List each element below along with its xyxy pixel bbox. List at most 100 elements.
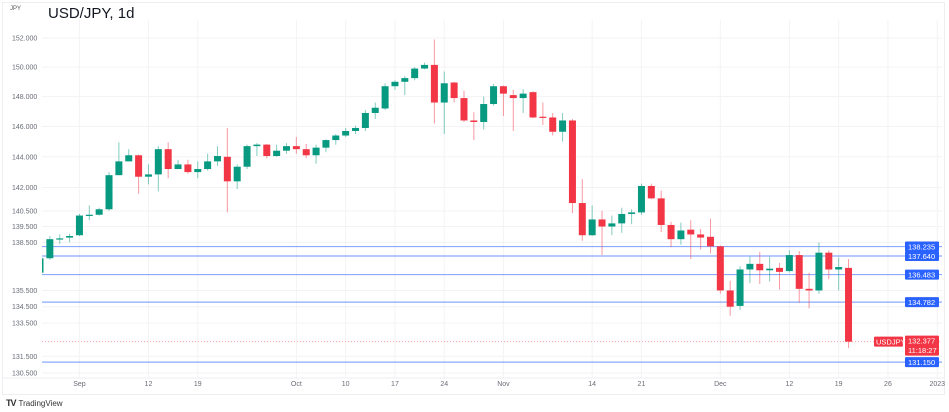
time-tick-label: 21 <box>638 381 646 388</box>
chart-frame <box>2 2 945 395</box>
candle-2022-11-11 <box>578 179 586 241</box>
candle-2022-09-26 <box>243 144 251 170</box>
candle-body <box>677 230 685 240</box>
candle-2022-11-02 <box>509 89 517 132</box>
candle-2022-11-14 <box>588 205 596 237</box>
candle-2022-10-03 <box>292 137 300 154</box>
candle-2022-08-26 <box>42 258 44 273</box>
candle-body <box>263 144 271 157</box>
candle-body <box>391 81 399 87</box>
bar-countdown: 11:18:27 <box>908 346 937 355</box>
candle-2022-10-14 <box>381 83 389 110</box>
price-tick-label: 150.000 <box>12 65 37 72</box>
candle-2022-11-30 <box>706 218 714 254</box>
price-tick-label: 152.000 <box>12 36 37 43</box>
candle-2022-10-04 <box>302 143 310 159</box>
time-tick-label: Nov <box>497 381 510 388</box>
tradingview-logo[interactable]: TV TradingView <box>6 398 63 408</box>
candle-2022-09-12 <box>144 164 152 185</box>
candle-body <box>539 116 547 118</box>
time-tick-label: 10 <box>342 381 350 388</box>
candle-body <box>815 252 823 291</box>
price-tick-label: 135.500 <box>12 288 37 295</box>
time-tick-label: 26 <box>884 381 892 388</box>
price-tick-label: 142.000 <box>12 185 37 192</box>
candle-body <box>766 268 774 271</box>
candle-body <box>75 215 83 236</box>
candle-body <box>618 213 626 224</box>
candle-body <box>706 236 714 247</box>
candle-2022-09-14 <box>164 142 172 179</box>
candle-2022-12-12 <box>785 250 793 273</box>
candle-body <box>776 267 783 272</box>
candle-body <box>756 263 764 271</box>
candle-2022-12-19 <box>835 257 843 291</box>
candle-2022-10-20 <box>421 62 429 70</box>
candle-2022-10-11 <box>352 125 360 135</box>
candle-2022-10-18 <box>401 75 409 96</box>
candle-2022-11-09 <box>559 112 567 142</box>
candle-2022-10-10 <box>342 127 350 138</box>
candle-2022-09-22 <box>223 127 231 213</box>
candle-body <box>519 93 527 99</box>
candle-body <box>322 140 330 148</box>
candle-2022-11-04 <box>529 91 537 119</box>
price-tick-label: 146.000 <box>12 124 37 131</box>
candle-2022-10-21 <box>430 39 438 124</box>
candle-body <box>421 64 429 69</box>
candle-body <box>342 131 350 136</box>
candle-2022-10-27 <box>470 112 478 141</box>
candle-2022-10-07 <box>332 134 340 145</box>
price-tick-label: 140.500 <box>12 208 37 215</box>
level-price-value: 131.150 <box>908 358 935 367</box>
candle-2022-11-10 <box>568 118 576 214</box>
candle-2022-11-21 <box>637 183 645 215</box>
candle-body <box>56 238 64 240</box>
candle-2022-11-15 <box>598 210 606 256</box>
candle-2022-09-21 <box>213 146 221 166</box>
candle-2022-09-20 <box>204 153 212 171</box>
candle-2022-11-08 <box>549 112 557 136</box>
candle-body <box>411 68 419 79</box>
candle-body <box>46 239 54 259</box>
price-tick-label: 144.000 <box>12 154 37 161</box>
candle-2022-12-02 <box>726 280 734 316</box>
candle-body <box>273 150 281 157</box>
level-price-value: 136.483 <box>908 271 935 280</box>
candle-2022-10-31 <box>490 84 498 106</box>
candle-2022-09-19 <box>194 161 202 179</box>
candle-body <box>785 255 793 272</box>
last-price-tag <box>905 335 939 356</box>
candle-body <box>559 120 567 132</box>
candle-body <box>835 267 843 270</box>
candle-2022-12-08 <box>766 256 774 282</box>
candle-2022-10-13 <box>371 102 379 119</box>
tradingview-logo-icon: TV <box>6 398 16 408</box>
candle-body <box>726 290 734 307</box>
candles <box>42 39 853 348</box>
candle-body <box>125 155 133 162</box>
candle-body <box>687 229 695 235</box>
candle-2022-09-02 <box>85 205 93 221</box>
time-tick-label: Oct <box>291 381 302 388</box>
candle-body <box>578 203 586 236</box>
level-price-tag <box>905 251 939 262</box>
candle-body <box>825 252 833 270</box>
candle-2022-11-23 <box>657 190 665 233</box>
time-tick-label: 2023 <box>929 381 945 388</box>
candle-body <box>549 117 557 132</box>
chart-title: USD/JPY, 1d <box>48 5 135 22</box>
time-tick-label: Dec <box>714 381 727 388</box>
candle-body <box>223 156 231 182</box>
candle-body <box>647 185 655 199</box>
time-tick-label: Sep <box>73 381 86 388</box>
candle-body <box>697 234 705 238</box>
candle-body <box>499 86 507 94</box>
candle-2022-09-23 <box>233 164 241 190</box>
candle-body <box>568 120 576 204</box>
candle-2022-11-28 <box>687 220 695 260</box>
candle-body <box>529 92 537 118</box>
candle-body <box>312 147 320 156</box>
candle-body <box>401 78 409 82</box>
